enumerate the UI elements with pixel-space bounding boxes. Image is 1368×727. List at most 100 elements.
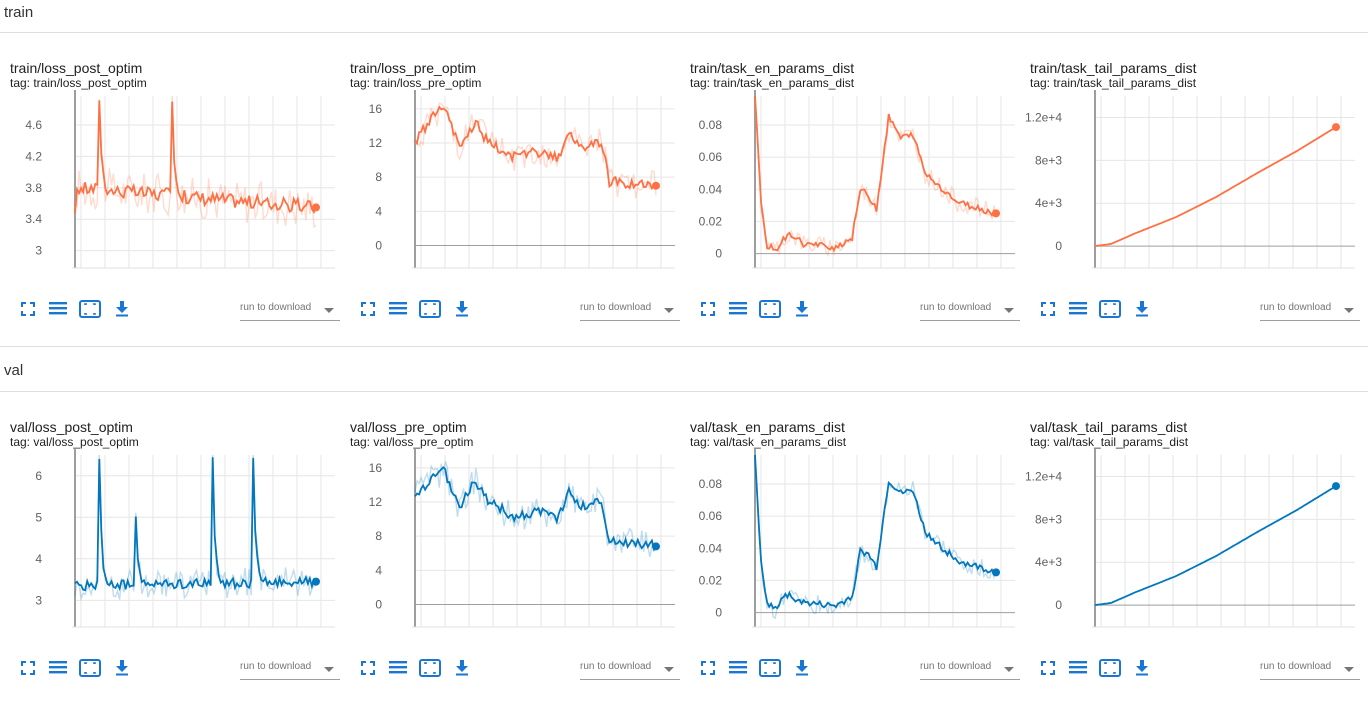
- chart-title: train/loss_post_optim: [10, 60, 143, 76]
- y-tick-label: 1.2e+4: [1025, 469, 1062, 483]
- line-chart[interactable]: 0 0.02 0.04 0.06 0.08: [680, 90, 1015, 275]
- fit-domain-icon[interactable]: [17, 657, 39, 679]
- toggle-log-scale-icon[interactable]: [727, 298, 749, 320]
- run-to-download-select[interactable]: run to download: [920, 659, 1020, 680]
- fit-domain-icon[interactable]: [1037, 657, 1059, 679]
- fit-domain-glyph: [1041, 661, 1055, 675]
- download-data-glyph: [116, 301, 128, 317]
- run-to-download-select[interactable]: run to download: [240, 300, 340, 321]
- download-data-icon[interactable]: [1131, 657, 1153, 679]
- smoothed-series-line[interactable]: [1094, 485, 1337, 606]
- download-data-icon[interactable]: [791, 657, 813, 679]
- run-to-download-select[interactable]: run to download: [920, 300, 1020, 321]
- chart-card: train/task_tail_params_dist tag: train/ta…: [1020, 40, 1360, 368]
- smoothed-series-line[interactable]: [414, 105, 656, 191]
- toggle-log-scale-icon[interactable]: [47, 657, 69, 679]
- smoothed-series-line[interactable]: [414, 466, 657, 552]
- toggle-log-scale-glyph: [49, 302, 67, 315]
- run-to-download-select[interactable]: run to download: [240, 659, 340, 680]
- line-chart[interactable]: 0 0.02 0.04 0.06 0.08: [680, 449, 1015, 634]
- y-tick-label: 0.04: [699, 182, 723, 196]
- chart-title: val/task_en_params_dist: [690, 419, 845, 435]
- expand-chart-icon[interactable]: [419, 298, 441, 320]
- smoothed-series-line[interactable]: [1094, 126, 1337, 247]
- run-to-download-select[interactable]: run to download: [580, 300, 680, 321]
- chart-card: val/task_en_params_dist tag: val/task_en_…: [680, 399, 1020, 727]
- expand-chart-icon[interactable]: [419, 657, 441, 679]
- expand-chart-icon[interactable]: [1099, 298, 1121, 320]
- run-to-download-label: run to download: [580, 302, 652, 313]
- expand-chart-icon[interactable]: [79, 298, 101, 320]
- fit-domain-icon[interactable]: [357, 298, 379, 320]
- y-tick-label: 4: [375, 563, 382, 577]
- line-chart[interactable]: 3 4 5 6: [0, 449, 335, 634]
- download-data-icon[interactable]: [451, 298, 473, 320]
- y-tick-label: 6: [35, 469, 42, 483]
- smoothed-series-line[interactable]: [74, 100, 317, 214]
- run-to-download-select[interactable]: run to download: [580, 659, 680, 680]
- last-value-marker[interactable]: [1332, 123, 1340, 132]
- line-chart[interactable]: 0 4 8 12 16: [340, 90, 675, 275]
- last-value-marker[interactable]: [312, 203, 320, 212]
- y-tick-label: 8: [375, 170, 382, 184]
- line-chart[interactable]: 0 4 8 12 16: [340, 449, 675, 634]
- chart-card: train/loss_post_optim tag: train/loss_pos…: [0, 40, 340, 368]
- chart-tag: tag: train/task_tail_params_dist: [1030, 76, 1197, 90]
- run-to-download-select[interactable]: run to download: [1260, 300, 1360, 321]
- toggle-log-scale-glyph: [729, 302, 747, 315]
- line-chart[interactable]: 0 4e+3 8e+3 1.2e+4: [1020, 90, 1355, 275]
- smoothed-series-line[interactable]: [74, 457, 317, 592]
- last-value-marker[interactable]: [652, 181, 660, 190]
- download-data-glyph: [116, 660, 128, 676]
- expand-chart-icon[interactable]: [759, 298, 781, 320]
- last-value-marker[interactable]: [1332, 482, 1340, 491]
- last-value-marker[interactable]: [312, 577, 320, 586]
- toggle-log-scale-glyph: [1069, 302, 1087, 315]
- y-tick-label: 1.2e+4: [1025, 110, 1062, 124]
- run-to-download-select[interactable]: run to download: [1260, 659, 1360, 680]
- toggle-log-scale-icon[interactable]: [1067, 657, 1089, 679]
- section-divider: [0, 391, 1368, 392]
- last-value-marker[interactable]: [992, 209, 1000, 218]
- y-tick-label: 4e+3: [1035, 196, 1062, 210]
- download-data-glyph: [1136, 301, 1148, 317]
- toggle-log-scale-icon[interactable]: [387, 657, 409, 679]
- download-data-icon[interactable]: [1131, 298, 1153, 320]
- y-tick-label: 5: [35, 510, 42, 524]
- y-tick-label: 4.6: [25, 118, 42, 132]
- download-data-icon[interactable]: [791, 298, 813, 320]
- toggle-log-scale-glyph: [389, 661, 407, 674]
- fit-domain-icon[interactable]: [697, 657, 719, 679]
- download-data-icon[interactable]: [111, 298, 133, 320]
- toggle-log-scale-icon[interactable]: [387, 298, 409, 320]
- expand-chart-icon[interactable]: [759, 657, 781, 679]
- y-tick-label: 8e+3: [1035, 512, 1062, 526]
- download-data-icon[interactable]: [111, 657, 133, 679]
- smoothed-series-line[interactable]: [754, 95, 997, 252]
- line-chart[interactable]: 0 4e+3 8e+3 1.2e+4: [1020, 449, 1355, 634]
- run-to-download-label: run to download: [580, 661, 652, 672]
- fit-domain-glyph: [1041, 302, 1055, 316]
- download-data-icon[interactable]: [451, 657, 473, 679]
- y-tick-label: 0: [375, 238, 382, 252]
- toggle-log-scale-icon[interactable]: [1067, 298, 1089, 320]
- download-data-glyph: [796, 660, 808, 676]
- toggle-log-scale-icon[interactable]: [47, 298, 69, 320]
- fit-domain-icon[interactable]: [357, 657, 379, 679]
- expand-chart-icon[interactable]: [79, 657, 101, 679]
- line-chart[interactable]: 3 3.4 3.8 4.2 4.6: [0, 90, 335, 275]
- smoothed-series-line[interactable]: [754, 454, 997, 610]
- y-tick-label: 0: [1055, 598, 1062, 612]
- fit-domain-icon[interactable]: [697, 298, 719, 320]
- expand-chart-icon[interactable]: [1099, 657, 1121, 679]
- y-tick-label: 4.2: [25, 149, 42, 163]
- y-tick-label: 0.02: [699, 573, 723, 587]
- toggle-log-scale-icon[interactable]: [727, 657, 749, 679]
- section-divider: [0, 346, 1368, 347]
- fit-domain-icon[interactable]: [1037, 298, 1059, 320]
- chevron-down-icon: [664, 667, 674, 672]
- y-tick-label: 0.06: [699, 509, 723, 523]
- last-value-marker[interactable]: [652, 542, 660, 551]
- fit-domain-icon[interactable]: [17, 298, 39, 320]
- last-value-marker[interactable]: [992, 568, 1000, 577]
